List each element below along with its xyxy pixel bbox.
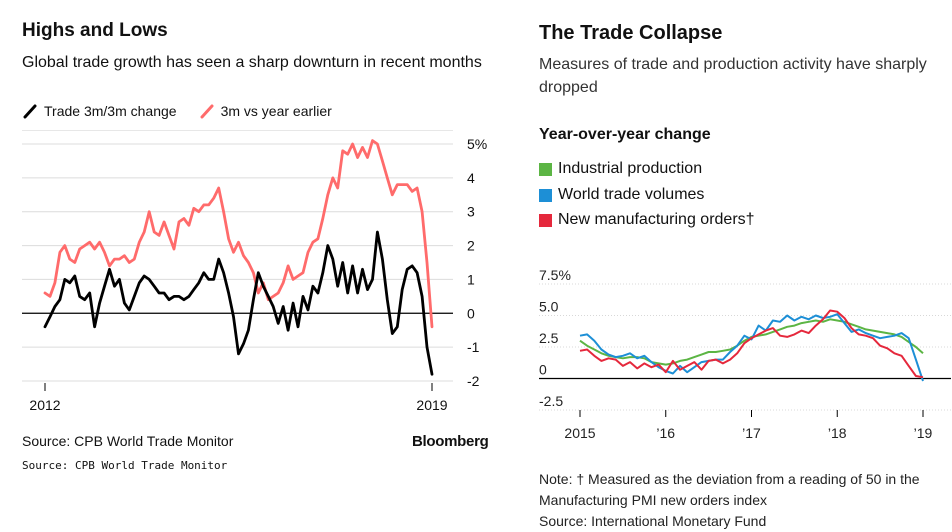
series-line-3m-vs-year bbox=[43, 139, 434, 329]
left-xtick-label: 2019 bbox=[416, 397, 447, 413]
legend-label-trade-3m: Trade 3m/3m change bbox=[44, 103, 177, 119]
legend-swatch-orders bbox=[539, 213, 552, 227]
legend-label-3m-vs-year: 3m vs year earlier bbox=[220, 103, 332, 119]
legend-item-industrial: Industrial production bbox=[539, 160, 702, 178]
right-xtick-label: ’18 bbox=[828, 425, 847, 441]
series-line-trade bbox=[579, 313, 924, 382]
bloomberg-logo: Bloomberg bbox=[412, 433, 489, 450]
left-ytick-label: 5% bbox=[467, 136, 487, 152]
left-source: Source: CPB World Trade Monitor bbox=[22, 433, 234, 449]
right-xtick-label: ’16 bbox=[656, 425, 675, 441]
right-panel: The Trade Collapse Measures of trade and… bbox=[525, 0, 952, 532]
left-ytick-label: 4 bbox=[467, 170, 475, 186]
left-ytick-label: 1 bbox=[467, 271, 475, 287]
right-chart-subtitle: Measures of trade and production activit… bbox=[539, 56, 927, 96]
right-xtick-label: ’17 bbox=[742, 425, 761, 441]
series-line-orders bbox=[579, 309, 924, 379]
right-ytick-label: 2.5 bbox=[539, 330, 559, 346]
right-note: Note: † Measured as the deviation from a… bbox=[539, 471, 920, 508]
series-line-trade-3m bbox=[43, 230, 434, 376]
series-line-industrial bbox=[579, 318, 924, 366]
left-source-repeat: Source: CPB World Trade Monitor bbox=[22, 459, 228, 472]
legend-swatch-3m-vs-year bbox=[200, 104, 214, 119]
legend-label-orders: New manufacturing orders† bbox=[558, 211, 755, 228]
right-ytick-label: 0 bbox=[539, 362, 547, 378]
left-ytick-label: 3 bbox=[467, 204, 475, 220]
left-ytick-label: 2 bbox=[467, 238, 475, 254]
right-source: Source: International Monetary Fund bbox=[539, 513, 767, 529]
left-line-chart: 5% 4 3 2 1 0 -1 -2 2012 2019 bbox=[22, 130, 487, 413]
left-ytick-label: -1 bbox=[467, 339, 480, 355]
right-chart-heading: Year-over-year change bbox=[539, 126, 711, 143]
left-chart-subtitle: Global trade growth has seen a sharp dow… bbox=[22, 54, 482, 71]
legend-swatch-trade-3m bbox=[23, 104, 37, 119]
right-ytick-label: -2.5 bbox=[539, 393, 563, 409]
left-xtick-label: 2012 bbox=[29, 397, 60, 413]
legend-label-industrial: Industrial production bbox=[558, 160, 703, 177]
legend-swatch-trade bbox=[539, 188, 552, 202]
left-panel: Highs and Lows Global trade growth has s… bbox=[22, 20, 489, 472]
left-legend: Trade 3m/3m change 3m vs year earlier bbox=[22, 103, 332, 119]
right-ytick-label: 5.0 bbox=[539, 299, 559, 315]
legend-item-trade: World trade volumes bbox=[539, 186, 704, 204]
right-ytick-label: 7.5% bbox=[539, 267, 571, 283]
legend-item-orders: New manufacturing orders† bbox=[539, 211, 755, 229]
legend-label-trade: World trade volumes bbox=[558, 186, 705, 203]
right-xtick-label: 2015 bbox=[564, 425, 595, 441]
right-chart-title: The Trade Collapse bbox=[539, 22, 723, 44]
right-xtick-label: ’19 bbox=[914, 425, 933, 441]
left-chart-title: Highs and Lows bbox=[22, 20, 168, 41]
legend-swatch-industrial bbox=[539, 162, 552, 176]
left-ytick-label: 0 bbox=[467, 305, 475, 321]
left-ytick-label: -2 bbox=[467, 373, 480, 389]
